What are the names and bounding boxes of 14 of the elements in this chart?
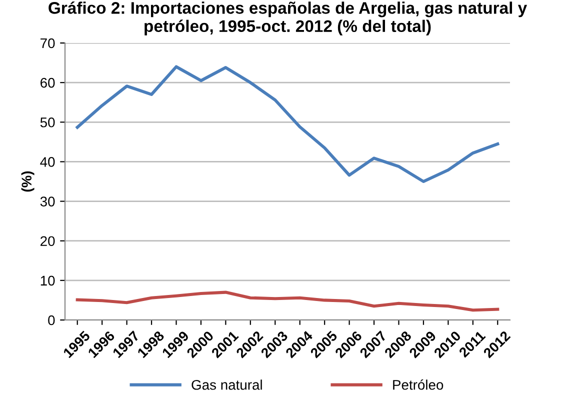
chart-title: Gráfico 2: Importaciones españolas de Argelia, gas natural y petróleo, 1995-oct. 2012 (% del total)	[48, 1, 528, 36]
y-tick-label: 0	[48, 315, 55, 326]
legend-label: Gas natural	[192, 380, 262, 390]
line-series	[76, 290, 500, 312]
y-tick-label: 70	[40, 38, 55, 48]
y-tick-label: 60	[40, 78, 55, 88]
y-tick-label: 20	[40, 236, 55, 246]
line-series	[76, 65, 500, 184]
y-tick-label: 40	[40, 157, 55, 167]
y-tick-label: 50	[40, 117, 55, 128]
y-tick-label: 10	[40, 276, 55, 286]
legend-label: Petróleo	[393, 379, 444, 390]
y-tick-label: 30	[40, 196, 55, 206]
y-axis-title: (%)	[21, 171, 34, 192]
